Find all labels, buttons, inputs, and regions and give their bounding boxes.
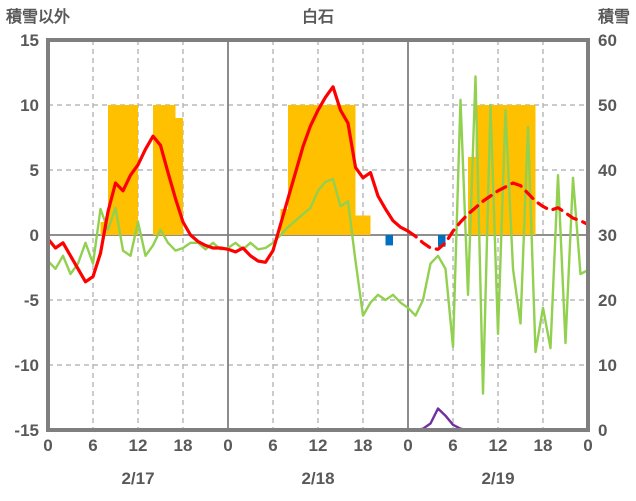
sunshine-bars-bar [153, 105, 161, 235]
y-right-tick-label: 40 [598, 161, 617, 180]
y-right-tick-label: 20 [598, 291, 617, 310]
sunshine-bars-bar [310, 105, 318, 235]
y-right-tick-label: 10 [598, 356, 617, 375]
x-tick-label: 0 [223, 436, 232, 455]
x-tick-label: 6 [268, 436, 277, 455]
x-tick-label: 12 [489, 436, 508, 455]
y-left-tick-label: -5 [24, 291, 39, 310]
x-tick-label: 6 [88, 436, 97, 455]
sunshine-bars-bar [325, 105, 333, 235]
sunshine-bars-bar [483, 105, 491, 235]
sunshine-bars-bar [520, 105, 528, 235]
temperature-line-observed [46, 85, 410, 284]
sunshine-bars-bar [115, 105, 123, 235]
y-left-tick-label: -15 [14, 421, 39, 440]
y-left-tick-label: 5 [30, 161, 39, 180]
plot-border [46, 38, 590, 432]
x-tick-label: 0 [43, 436, 52, 455]
sunshine-bars-bar [123, 105, 131, 235]
sunshine-bars-bar [318, 105, 326, 235]
sunshine-bars-bar [108, 105, 116, 235]
x-tick-label: 0 [403, 436, 412, 455]
sunshine-bars-bar [160, 105, 168, 235]
sunshine-bars-bar [303, 105, 311, 235]
chart-title: 白石 [302, 7, 334, 26]
precipitation-bars-bar [385, 235, 393, 246]
x-tick-label: 18 [534, 436, 553, 455]
y-right-tick-label: 30 [598, 226, 617, 245]
date-label: 2/19 [481, 469, 514, 488]
right-axis-title: 積雪 [597, 7, 630, 26]
y-right-tick-label: 50 [598, 96, 617, 115]
sunshine-bars-bar [528, 105, 536, 235]
sunshine-bars-bar [168, 105, 176, 235]
y-right-tick-label: 0 [598, 421, 607, 440]
green-line [46, 75, 590, 395]
x-tick-label: 18 [174, 436, 193, 455]
sunshine-bars-bar [498, 105, 506, 235]
sunshine-bars-bar [175, 118, 183, 235]
sunshine-bars-bar [490, 105, 498, 235]
sunshine-bars-bar [363, 215, 371, 235]
y-right-tick-label: 60 [598, 31, 617, 50]
y-left-tick-label: 10 [20, 96, 39, 115]
left-axis-title: 積雪以外 [5, 7, 70, 26]
sunshine-bars-bar [340, 105, 348, 235]
sunshine-bars-bar [288, 105, 296, 235]
sunshine-bars-bar [295, 105, 303, 235]
sunshine-bars-bar [348, 105, 356, 235]
x-tick-label: 6 [448, 436, 457, 455]
x-tick-label: 0 [583, 436, 592, 455]
x-tick-label: 18 [354, 436, 373, 455]
sunshine-bars-bar [513, 105, 521, 235]
sunshine-bars-bar [355, 215, 363, 235]
sunshine-bars-bar [280, 209, 288, 235]
date-label: 2/17 [121, 469, 154, 488]
temperature-line-forecast [406, 181, 590, 251]
sunshine-bars-bar [475, 105, 483, 235]
x-tick-label: 12 [309, 436, 328, 455]
x-tick-label: 12 [129, 436, 148, 455]
date-label: 2/18 [301, 469, 334, 488]
sunshine-bars-bar [333, 105, 341, 235]
y-left-tick-label: -10 [14, 356, 39, 375]
y-left-tick-label: 15 [20, 31, 39, 50]
y-left-tick-label: 0 [30, 226, 39, 245]
precipitation-bars-bar [438, 235, 446, 247]
